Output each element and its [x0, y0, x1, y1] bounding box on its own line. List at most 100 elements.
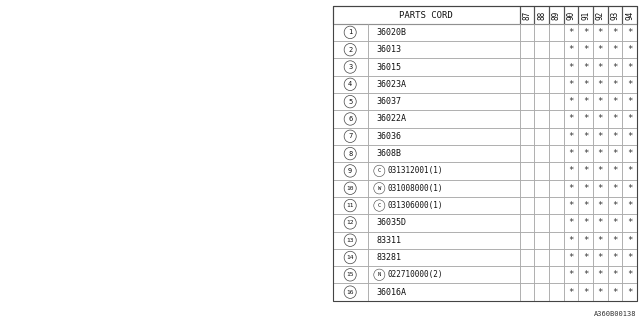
- Bar: [607, 76, 622, 93]
- Text: *: *: [612, 115, 618, 124]
- Text: *: *: [598, 236, 603, 245]
- Bar: [607, 58, 622, 76]
- Text: *: *: [627, 132, 632, 141]
- Bar: [579, 162, 593, 180]
- Bar: [534, 162, 549, 180]
- Bar: [333, 76, 368, 93]
- Text: *: *: [598, 288, 603, 297]
- Text: 9: 9: [348, 168, 353, 174]
- Bar: [333, 266, 368, 284]
- Bar: [579, 197, 593, 214]
- Bar: [564, 180, 579, 197]
- Text: 3608B: 3608B: [377, 149, 402, 158]
- Bar: [607, 24, 622, 41]
- Bar: [622, 214, 637, 232]
- Text: 36036: 36036: [377, 132, 402, 141]
- Bar: [564, 214, 579, 232]
- Bar: [579, 232, 593, 249]
- Bar: [534, 249, 549, 266]
- Text: *: *: [598, 62, 603, 71]
- Bar: [534, 6, 549, 24]
- Bar: [579, 93, 593, 110]
- Bar: [368, 41, 520, 58]
- Bar: [593, 58, 607, 76]
- Bar: [333, 24, 368, 41]
- Text: 16: 16: [346, 290, 354, 295]
- Bar: [622, 162, 637, 180]
- Bar: [622, 24, 637, 41]
- Bar: [622, 58, 637, 76]
- Text: *: *: [568, 28, 573, 37]
- Bar: [368, 284, 520, 301]
- Text: *: *: [627, 201, 632, 210]
- Text: 87: 87: [523, 11, 532, 20]
- Text: *: *: [598, 149, 603, 158]
- Bar: [549, 162, 564, 180]
- Bar: [593, 6, 607, 24]
- Bar: [520, 6, 534, 24]
- Bar: [579, 214, 593, 232]
- Text: *: *: [612, 166, 618, 175]
- Text: *: *: [598, 80, 603, 89]
- Text: *: *: [627, 236, 632, 245]
- Bar: [622, 180, 637, 197]
- Bar: [368, 214, 520, 232]
- Text: *: *: [612, 62, 618, 71]
- Bar: [534, 266, 549, 284]
- Text: *: *: [568, 132, 573, 141]
- Text: *: *: [627, 288, 632, 297]
- Text: 83311: 83311: [377, 236, 402, 245]
- Text: *: *: [627, 218, 632, 228]
- Bar: [520, 266, 534, 284]
- Text: *: *: [568, 149, 573, 158]
- Bar: [534, 180, 549, 197]
- Bar: [564, 58, 579, 76]
- Text: *: *: [612, 236, 618, 245]
- Bar: [520, 197, 534, 214]
- Text: 88: 88: [537, 11, 547, 20]
- Bar: [534, 41, 549, 58]
- Bar: [579, 24, 593, 41]
- Text: 6: 6: [348, 116, 353, 122]
- Text: *: *: [612, 132, 618, 141]
- Bar: [368, 197, 520, 214]
- Text: 83281: 83281: [377, 253, 402, 262]
- Text: 1: 1: [348, 29, 353, 36]
- Text: *: *: [598, 218, 603, 228]
- Bar: [549, 93, 564, 110]
- Bar: [549, 110, 564, 128]
- Bar: [333, 249, 368, 266]
- Text: *: *: [598, 253, 603, 262]
- Bar: [622, 93, 637, 110]
- Bar: [520, 214, 534, 232]
- Text: 11: 11: [346, 203, 354, 208]
- Text: *: *: [627, 62, 632, 71]
- Text: *: *: [583, 201, 588, 210]
- Bar: [579, 41, 593, 58]
- Text: 91: 91: [581, 11, 590, 20]
- Bar: [368, 24, 520, 41]
- Bar: [579, 180, 593, 197]
- Bar: [549, 6, 564, 24]
- Text: *: *: [568, 184, 573, 193]
- Bar: [622, 284, 637, 301]
- Bar: [520, 180, 534, 197]
- Bar: [368, 93, 520, 110]
- Bar: [607, 162, 622, 180]
- Bar: [549, 76, 564, 93]
- Text: 10: 10: [346, 186, 354, 191]
- Bar: [549, 197, 564, 214]
- Text: C: C: [378, 168, 381, 173]
- Bar: [593, 24, 607, 41]
- Text: *: *: [583, 218, 588, 228]
- Bar: [593, 249, 607, 266]
- Text: 36037: 36037: [377, 97, 402, 106]
- Bar: [579, 58, 593, 76]
- Bar: [520, 93, 534, 110]
- Bar: [368, 180, 520, 197]
- Text: A360B00138: A360B00138: [595, 311, 637, 317]
- Text: *: *: [598, 28, 603, 37]
- Bar: [520, 110, 534, 128]
- Bar: [520, 41, 534, 58]
- Text: *: *: [568, 45, 573, 54]
